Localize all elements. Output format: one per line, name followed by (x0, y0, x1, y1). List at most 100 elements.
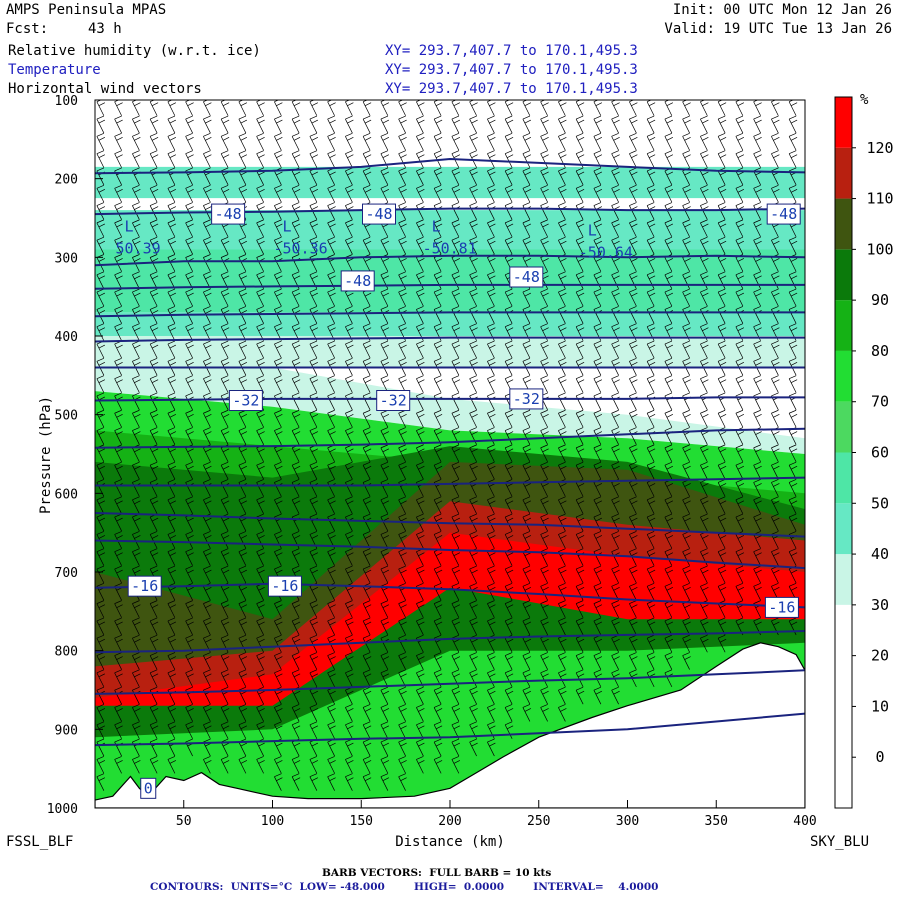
wind-barb (238, 548, 248, 566)
wind-barb (220, 756, 230, 774)
wind-barb (167, 375, 177, 393)
wind-barb (185, 548, 194, 566)
wind-barb (327, 634, 336, 653)
wind-barb (238, 288, 248, 307)
wind-barb (398, 773, 407, 791)
contour-label-box (376, 390, 411, 412)
wind-barb (203, 427, 212, 445)
wind-barb (682, 236, 691, 255)
wind-barb (487, 288, 496, 307)
wind-barb (327, 704, 336, 722)
wind-barb (646, 461, 656, 480)
wind-barb (274, 548, 283, 566)
wind-barb (345, 133, 354, 151)
wind-barb (220, 461, 230, 480)
wind-barb (771, 150, 780, 168)
wind-barb (362, 756, 372, 774)
wind-barb (114, 184, 123, 203)
wind-barb (504, 721, 514, 739)
wind-barb (682, 461, 691, 480)
wind-barb (398, 444, 407, 463)
wind-barb (451, 756, 461, 774)
wind-barb (327, 496, 336, 514)
wind-barb (664, 375, 674, 393)
wind-barb (114, 704, 123, 722)
wind-barb (717, 184, 727, 203)
wind-barb (309, 184, 319, 203)
wind-barb (522, 531, 532, 549)
wind-barb (309, 288, 319, 307)
wind-barb (504, 115, 514, 134)
wind-barb (362, 167, 372, 186)
wind-barb (256, 531, 265, 549)
wind-barb (593, 340, 603, 359)
wind-barb (185, 288, 194, 307)
rh-band-0 (95, 100, 805, 167)
wind-barb (469, 375, 478, 393)
x-tick-label: 50 (176, 814, 192, 829)
wind-barb (398, 704, 407, 722)
wind-barb (575, 531, 585, 549)
wind-barb (185, 150, 194, 168)
wind-barb (274, 531, 283, 549)
wind-barb (291, 461, 301, 480)
wind-barb (380, 738, 390, 757)
wind-barb (433, 704, 443, 722)
wind-barb (451, 634, 461, 653)
wind-barb (256, 461, 265, 480)
wind-barb (593, 409, 603, 428)
colorbar-tick-label: 70 (871, 393, 889, 411)
wind-barb (540, 375, 549, 393)
colorbar-tick-label: 90 (871, 291, 889, 309)
wind-barb (469, 738, 478, 757)
wind-barb (327, 202, 336, 220)
wind-barb (646, 634, 656, 653)
wind-barb (362, 427, 372, 445)
colorbar-tick-label: 100 (866, 240, 893, 258)
wind-barb (664, 409, 674, 428)
wind-barb (487, 115, 496, 134)
rh-band-5 (95, 312, 805, 336)
wind-barb (256, 219, 265, 238)
wind-barb (185, 565, 194, 584)
wind-barb (682, 409, 691, 428)
wind-barb (380, 756, 390, 774)
wind-barb (611, 115, 620, 134)
wind-barb (309, 150, 319, 168)
wind-barb (717, 133, 727, 151)
wind-barb (114, 202, 123, 220)
wind-barb (451, 133, 461, 151)
temperature-contour-5 (95, 336, 805, 343)
wind-barb (717, 409, 727, 428)
wind-barb (611, 409, 620, 428)
wind-barb (487, 652, 496, 670)
wind-barb (398, 531, 407, 549)
wind-barb (540, 582, 549, 601)
wind-barb (220, 721, 230, 739)
low-marker: L (125, 217, 134, 235)
wind-barb (256, 288, 265, 307)
wind-barb (167, 548, 177, 566)
wind-barb (540, 496, 549, 514)
y-tick-label: 500 (55, 409, 78, 424)
wind-barb (398, 721, 407, 739)
wind-barb (611, 133, 620, 151)
wind-barb (362, 409, 372, 428)
wind-barb (700, 375, 709, 393)
wind-barb (380, 496, 390, 514)
wind-barb (558, 704, 567, 722)
wind-barb (416, 738, 425, 757)
wind-barb (771, 409, 780, 428)
wind-barb (220, 409, 230, 428)
wind-barb (575, 288, 585, 307)
wind-barb (629, 496, 638, 514)
wind-barb (345, 461, 354, 480)
temperature-contour-14 (95, 669, 805, 695)
wind-barb (540, 167, 549, 186)
wind-barb (327, 773, 336, 791)
wind-barb (203, 375, 212, 393)
low-marker: L (282, 217, 291, 235)
x-tick-label: 200 (438, 814, 461, 829)
wind-barb (398, 738, 407, 757)
wind-barb (522, 167, 532, 186)
